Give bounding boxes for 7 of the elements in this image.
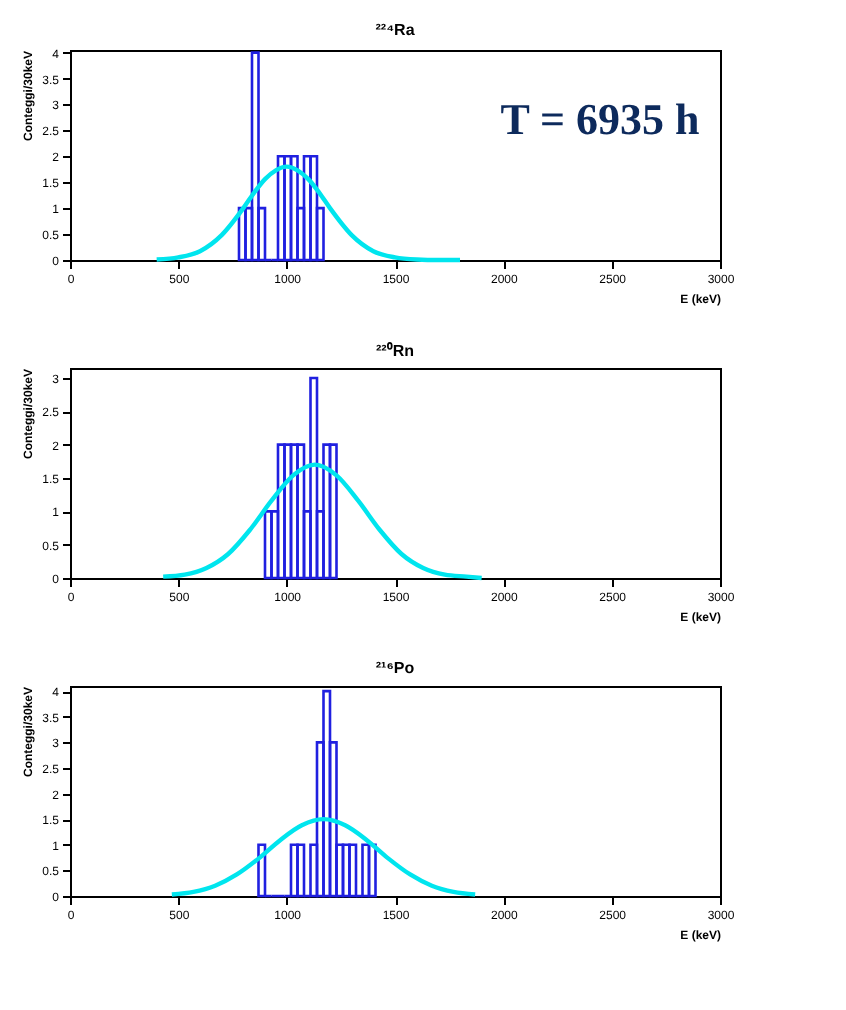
- line-series: [169, 816, 478, 897]
- chart-title: ²²⁴Ra: [375, 20, 416, 39]
- chart-title: ²²⁰Rn: [376, 342, 415, 360]
- annotation: T = 6935 h: [500, 94, 700, 144]
- line-series: [160, 462, 484, 581]
- chart-title: ²¹⁶Po: [375, 659, 415, 678]
- line-series: [154, 164, 463, 263]
